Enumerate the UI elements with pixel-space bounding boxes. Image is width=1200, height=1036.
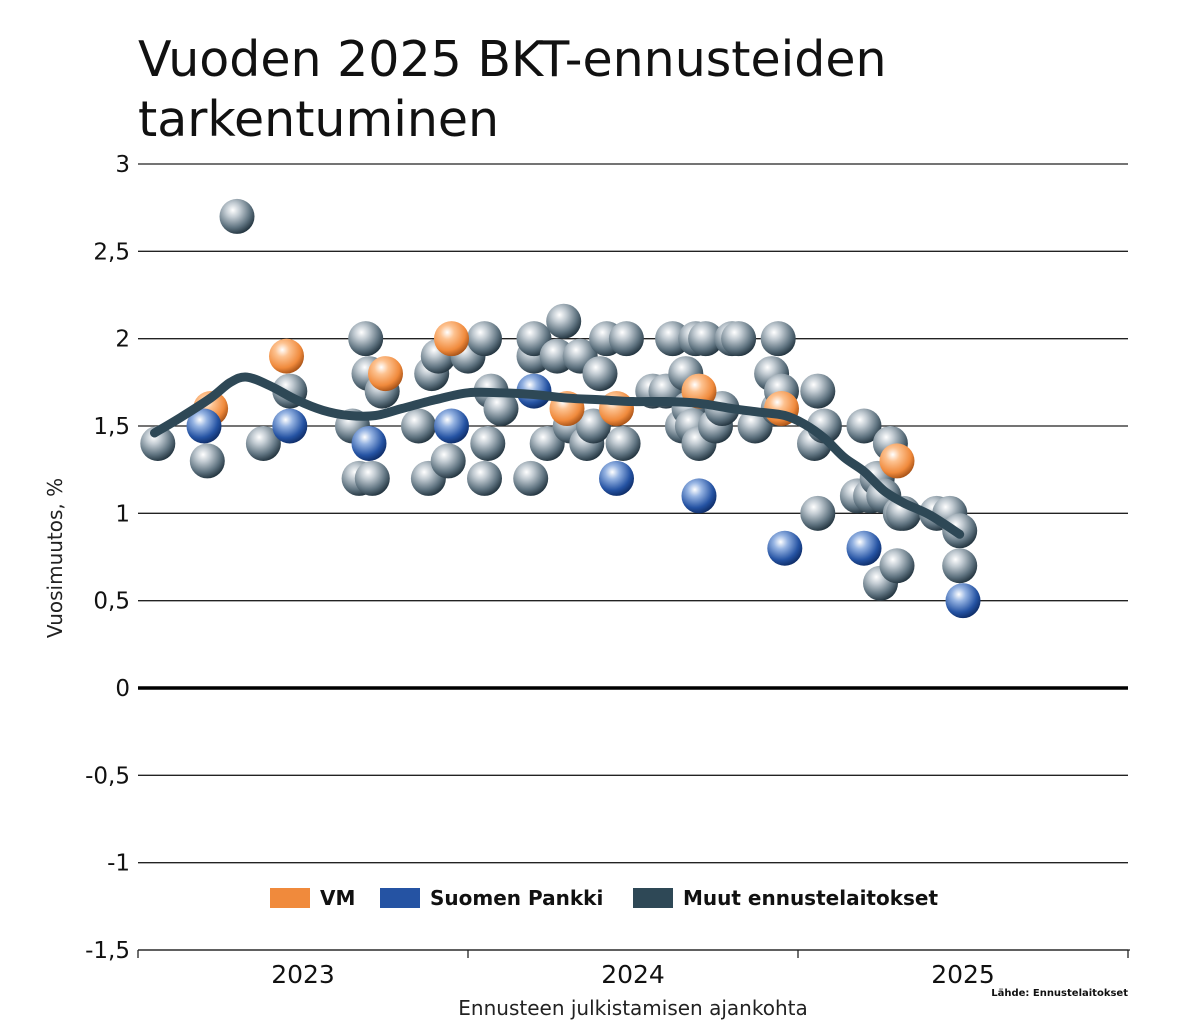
data-point-suomen-pankki <box>681 478 717 514</box>
data-point-vm <box>368 356 403 392</box>
y-axis-ticks: 3 2,5 2 1,5 1 0,5 0 -0,5 -1 -1,5 <box>85 152 130 964</box>
y-tick-label: 3 <box>115 152 130 178</box>
data-point-muut-ennustelaitokset <box>467 460 502 496</box>
data-point-suomen-pankki <box>599 460 634 496</box>
data-point-muut-ennustelaitokset <box>401 408 436 444</box>
y-axis-title: Vuosimuutos, % <box>43 478 67 638</box>
legend-label: Suomen Pankki <box>430 886 603 910</box>
legend-swatch <box>633 888 673 908</box>
x-tick-label: 2025 <box>931 960 995 989</box>
data-point-muut-ennustelaitokset <box>608 321 644 357</box>
data-point-muut-ennustelaitokset <box>605 425 641 461</box>
data-point-vm <box>269 338 304 374</box>
data-point-muut-ennustelaitokset <box>470 425 506 461</box>
y-tick-label: 0 <box>115 676 130 702</box>
data-point-muut-ennustelaitokset <box>245 425 281 461</box>
data-point-muut-ennustelaitokset <box>467 321 502 357</box>
y-tick-label: 1,5 <box>93 414 130 440</box>
x-tick-label: 2023 <box>271 960 335 989</box>
data-point-muut-ennustelaitokset <box>582 356 618 392</box>
gridlines <box>138 163 1128 951</box>
data-point-muut-ennustelaitokset <box>688 321 724 357</box>
data-point-suomen-pankki <box>186 408 222 444</box>
data-point-suomen-pankki <box>767 530 803 566</box>
data-point-muut-ennustelaitokset <box>800 373 836 409</box>
source-note: Lähde: Ennustelaitokset <box>991 988 1128 999</box>
data-point-vm <box>879 443 915 479</box>
data-point-suomen-pankki <box>434 408 469 444</box>
trend-line <box>150 372 965 539</box>
data-point-muut-ennustelaitokset <box>721 321 757 357</box>
legend-label: Muut ennustelaitokset <box>683 886 938 910</box>
data-point-muut-ennustelaitokset <box>483 391 519 427</box>
y-tick-label: -1 <box>107 851 130 877</box>
data-point-suomen-pankki <box>945 583 981 619</box>
y-tick-label: 1 <box>115 501 130 527</box>
x-axis: 2023 2024 2025 <box>137 949 1130 989</box>
data-point-muut-ennustelaitokset <box>800 495 836 531</box>
y-tick-label: -0,5 <box>85 763 130 789</box>
data-point-muut-ennustelaitokset <box>879 548 915 584</box>
legend-swatch <box>380 888 420 908</box>
data-point-muut-ennustelaitokset <box>546 303 582 339</box>
data-point-suomen-pankki <box>351 425 387 461</box>
data-point-vm <box>434 321 469 357</box>
legend-label: VM <box>320 886 355 910</box>
data-point-muut-ennustelaitokset <box>513 460 549 496</box>
chart-title: Vuoden 2025 BKT-ennusteiden tarkentumine… <box>138 31 887 148</box>
data-point-muut-ennustelaitokset <box>189 443 225 479</box>
data-point-muut-ennustelaitokset <box>942 548 978 584</box>
data-point-suomen-pankki <box>272 408 308 444</box>
x-tick-label: 2024 <box>601 960 665 989</box>
y-tick-label: 0,5 <box>93 589 130 615</box>
data-point-muut-ennustelaitokset <box>354 460 390 496</box>
y-tick-label: 2,5 <box>93 239 130 265</box>
data-point-muut-ennustelaitokset <box>846 408 882 444</box>
data-point-suomen-pankki <box>846 530 882 566</box>
data-point-muut-ennustelaitokset <box>219 198 255 234</box>
y-tick-label: 2 <box>115 327 130 353</box>
trend-line-path <box>150 372 965 539</box>
data-point-muut-ennustelaitokset <box>760 321 796 357</box>
legend: VM Suomen Pankki Muut ennustelaitokset <box>270 886 938 910</box>
x-axis-title: Ennusteen julkistamisen ajankohta <box>458 996 807 1020</box>
data-point-muut-ennustelaitokset <box>140 425 176 461</box>
data-points <box>140 198 981 619</box>
legend-swatch <box>270 888 310 908</box>
data-point-muut-ennustelaitokset <box>348 321 384 357</box>
data-point-muut-ennustelaitokset <box>430 443 466 479</box>
y-tick-label: -1,5 <box>85 938 130 964</box>
